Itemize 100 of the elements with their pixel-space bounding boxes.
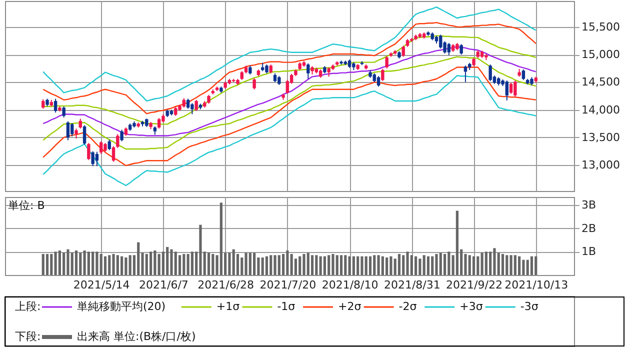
bar <box>431 256 434 275</box>
bar <box>261 257 264 275</box>
bar <box>116 255 119 275</box>
bar <box>344 255 347 275</box>
bar <box>340 255 343 275</box>
bar <box>435 254 438 275</box>
y-tick-label: 2B <box>582 222 596 235</box>
bar <box>398 254 401 275</box>
y-tick-label: 13,500 <box>582 130 620 144</box>
legend-title: 下段: <box>15 330 41 343</box>
bar <box>207 252 210 275</box>
bar <box>360 256 364 275</box>
bar <box>244 252 248 275</box>
bar <box>336 255 338 275</box>
candlestick <box>488 64 492 82</box>
bar <box>74 250 78 275</box>
bar <box>149 252 152 275</box>
candlestick <box>381 68 384 82</box>
bar <box>174 252 177 275</box>
bar <box>530 256 534 275</box>
line-series <box>42 74 536 186</box>
candlestick <box>186 98 190 110</box>
bar <box>526 260 529 275</box>
y-tick-label: 15,500 <box>582 20 620 34</box>
bar <box>282 254 285 275</box>
bar <box>108 255 111 275</box>
bar <box>422 255 426 275</box>
candlestick <box>42 98 45 110</box>
bar <box>100 254 102 275</box>
bar <box>170 249 173 275</box>
candlestick <box>376 76 380 88</box>
candlestick <box>70 122 74 137</box>
legend-label: -2σ <box>398 300 417 313</box>
candlestick <box>194 99 198 112</box>
bar <box>410 255 413 275</box>
bar <box>381 256 384 275</box>
bar <box>352 256 355 275</box>
line-series <box>42 56 536 150</box>
bar <box>522 260 525 275</box>
candlestick <box>95 151 99 167</box>
bar <box>518 256 521 275</box>
bar <box>166 246 169 275</box>
candlestick <box>62 106 66 118</box>
candlestick <box>182 98 186 108</box>
candlestick <box>108 139 111 151</box>
bar <box>418 258 422 275</box>
bar <box>315 255 318 275</box>
candlestick <box>505 80 508 101</box>
bar <box>50 254 53 275</box>
bar <box>406 252 409 275</box>
bar <box>298 256 302 275</box>
bar <box>212 254 214 275</box>
bar <box>286 250 289 275</box>
x-tick-label: 2021/8/31 <box>384 278 440 292</box>
bar <box>236 254 240 275</box>
candlestick <box>252 78 256 90</box>
bar <box>368 256 372 275</box>
bar <box>323 256 326 275</box>
candlestick <box>120 129 124 142</box>
candlestick <box>385 56 388 69</box>
candlestick <box>327 66 330 78</box>
bar <box>443 254 446 275</box>
candlestick <box>99 140 103 154</box>
bar <box>510 255 512 275</box>
y-tick-label: 13,000 <box>582 158 620 172</box>
candlestick <box>112 146 116 162</box>
bar <box>332 254 334 275</box>
bar <box>310 255 314 275</box>
bar <box>66 249 70 275</box>
x-tick-label: 2021/6/7 <box>139 278 188 292</box>
bar <box>270 255 272 275</box>
candlestick <box>54 98 58 114</box>
candlestick <box>402 45 405 58</box>
candlestick <box>66 120 70 141</box>
legend-title: 上段: <box>15 300 41 313</box>
bar <box>493 248 496 275</box>
candlestick <box>286 79 290 94</box>
bar <box>112 254 115 275</box>
x-tick-label: 2021/7/20 <box>260 278 316 292</box>
candlestick <box>447 42 451 56</box>
bar <box>92 252 94 275</box>
legend-label: 出来高 単位:(B株/口/枚) <box>77 330 196 343</box>
bar <box>426 256 430 275</box>
candlestick <box>91 150 94 167</box>
candlestick <box>78 118 82 130</box>
bar <box>182 254 186 275</box>
y-tick-label: 14,500 <box>582 76 620 89</box>
bar <box>120 256 124 275</box>
bar <box>257 257 260 275</box>
bar <box>402 255 405 275</box>
bar <box>228 252 231 275</box>
bar <box>480 252 484 275</box>
bar <box>328 255 330 275</box>
candlestick <box>116 134 120 148</box>
bar <box>178 255 182 275</box>
bar <box>534 256 538 275</box>
bar <box>468 255 471 275</box>
legend-label: +1σ <box>216 300 240 313</box>
candlestick <box>190 102 194 115</box>
bar <box>472 256 476 275</box>
